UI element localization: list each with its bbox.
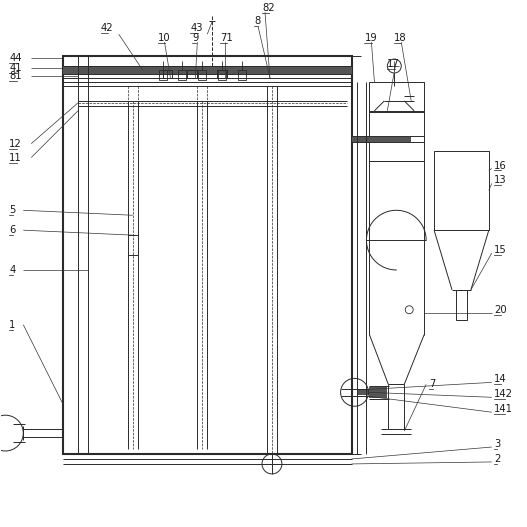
Bar <box>356 391 372 395</box>
Text: 3: 3 <box>494 439 500 449</box>
Text: 81: 81 <box>9 71 22 81</box>
Bar <box>218 70 226 80</box>
Bar <box>162 70 172 78</box>
Bar <box>369 387 387 398</box>
Bar <box>159 70 167 80</box>
Text: 1: 1 <box>9 320 16 330</box>
Text: 20: 20 <box>494 305 506 315</box>
Text: 82: 82 <box>262 3 275 13</box>
Bar <box>456 290 467 320</box>
Bar <box>238 70 246 80</box>
Text: 14: 14 <box>494 374 506 384</box>
Text: 18: 18 <box>394 33 407 43</box>
Text: 8: 8 <box>254 16 260 26</box>
Bar <box>179 70 187 80</box>
Text: 71: 71 <box>220 33 233 43</box>
Bar <box>198 70 206 80</box>
Text: 11: 11 <box>9 152 22 162</box>
Text: 4: 4 <box>9 265 16 275</box>
Bar <box>63 56 352 454</box>
Text: 15: 15 <box>494 245 506 255</box>
Bar <box>369 82 424 112</box>
Text: 12: 12 <box>9 139 22 149</box>
Text: 10: 10 <box>158 33 170 43</box>
Text: 43: 43 <box>190 23 203 33</box>
Text: 6: 6 <box>9 225 16 235</box>
Text: 13: 13 <box>494 175 506 186</box>
Bar <box>352 136 411 142</box>
Bar <box>369 111 424 161</box>
Text: 2: 2 <box>494 454 500 464</box>
Bar <box>63 66 352 74</box>
Bar <box>217 70 227 78</box>
Bar <box>434 151 489 230</box>
Text: 44: 44 <box>9 53 22 63</box>
Text: 141: 141 <box>494 404 513 414</box>
Text: 7: 7 <box>429 379 435 389</box>
Text: 17: 17 <box>387 59 400 69</box>
Text: 142: 142 <box>494 389 513 399</box>
Text: 16: 16 <box>494 161 506 171</box>
Text: 9: 9 <box>192 33 199 43</box>
Text: 19: 19 <box>365 33 377 43</box>
Text: 42: 42 <box>101 23 113 33</box>
Text: 5: 5 <box>9 206 16 216</box>
Bar <box>188 70 197 78</box>
Text: 41: 41 <box>9 63 22 73</box>
